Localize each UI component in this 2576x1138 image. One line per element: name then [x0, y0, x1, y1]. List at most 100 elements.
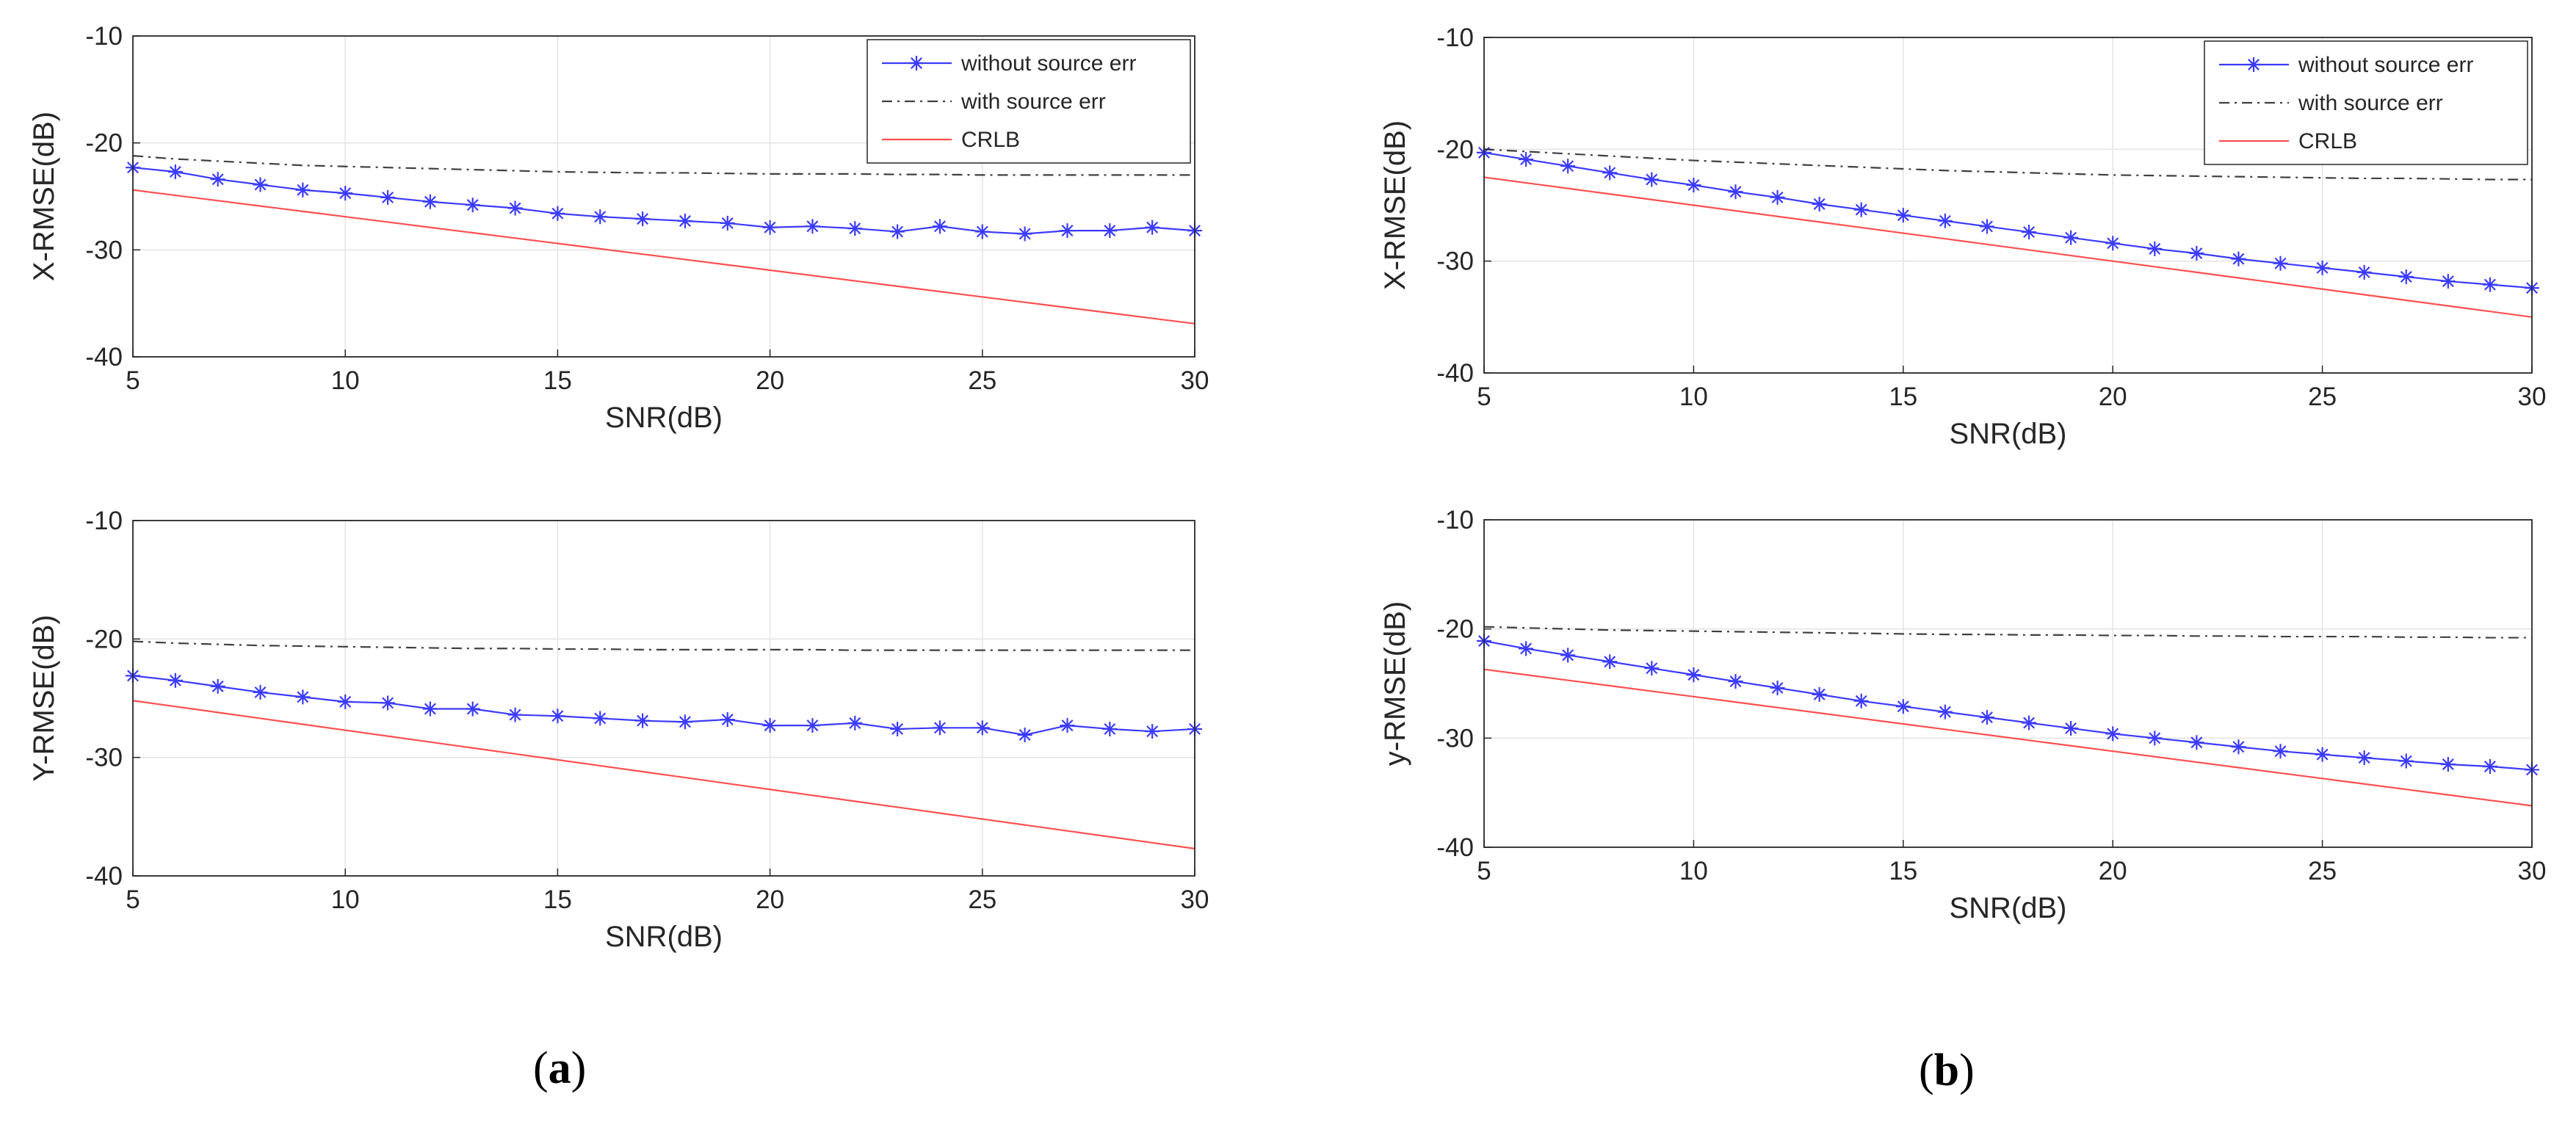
series-point: [2315, 260, 2330, 275]
series-point: [1686, 667, 1701, 683]
y-tick-label: -30: [1436, 724, 1474, 753]
series-line-with-source-err: [132, 155, 1195, 176]
series-line-with-source-err: [1483, 148, 2532, 181]
series-point: [1017, 226, 1032, 242]
x-tick-label: 5: [1477, 383, 1491, 411]
y-tick-label: -20: [85, 129, 123, 158]
series-point: [422, 194, 438, 209]
series-point: [1560, 648, 1576, 663]
series-point: [2147, 241, 2163, 256]
x-axis-label: SNR(dB): [605, 921, 723, 953]
series-point: [1812, 686, 1827, 702]
series-point: [1812, 196, 1827, 211]
y-axis-label: y-RMSE(dB): [1379, 601, 1411, 766]
series-point: [1644, 172, 1660, 187]
series-point: [422, 701, 438, 717]
series-point: [1728, 184, 1743, 200]
series-point: [2063, 230, 2079, 245]
x-tick-label: 5: [1477, 857, 1491, 885]
series-point: [210, 172, 225, 187]
series-point: [253, 684, 268, 700]
series-point: [1979, 710, 1994, 725]
x-tick-label: 20: [756, 885, 784, 914]
series-line-crlb: [1483, 176, 2533, 318]
series-point: [1145, 724, 1160, 739]
x-tick-label: 10: [1679, 383, 1708, 411]
caption-b-letter: b: [1933, 1045, 1960, 1095]
x-tick-label: 25: [968, 366, 996, 395]
x-tick-label: 25: [2308, 857, 2337, 885]
series-point: [2398, 753, 2414, 769]
series-point: [1937, 213, 1953, 228]
series-point: [1560, 159, 1576, 174]
x-axis-label: SNR(dB): [605, 402, 723, 434]
x-tick-label: 10: [331, 366, 360, 395]
series-point: [1895, 699, 1911, 714]
series-point: [2231, 739, 2246, 755]
axes-frame: [132, 520, 1195, 877]
caption-a-letter: a: [548, 1043, 571, 1093]
chart-b-bottom: 5 10 15 20 25 30 -40 -30 -20 -10 SNR(dB) y-RMSE(dB): [1379, 506, 2546, 924]
legend-label: with source err: [2298, 91, 2443, 115]
series-point: [635, 713, 651, 728]
y-tick-label: -20: [1436, 135, 1474, 164]
legend-label: CRLB: [2298, 129, 2357, 153]
series-point: [2189, 735, 2204, 750]
legend-label: without source err: [960, 51, 1136, 76]
series-point: [2482, 758, 2497, 774]
series-point: [295, 182, 311, 197]
series-point: [1853, 693, 1869, 708]
series-point: [507, 707, 523, 722]
series-point: [465, 701, 480, 717]
series-point: [1060, 223, 1075, 239]
x-tick-label: 20: [2099, 857, 2127, 885]
x-tick-label: 15: [1889, 857, 1917, 885]
plot-area: [133, 521, 1195, 876]
series-point: [762, 220, 778, 235]
series-point: [1602, 165, 1618, 181]
x-axis-label: SNR(dB): [1949, 892, 2066, 924]
x-tick-label: 15: [543, 885, 572, 914]
series-point: [974, 720, 990, 736]
series-point: [2273, 744, 2288, 759]
x-tick-label: 20: [756, 366, 784, 395]
x-tick-label: 25: [2308, 383, 2337, 411]
axes-frame: [132, 35, 1195, 358]
series-point: [2356, 750, 2372, 766]
x-tick-label: 30: [1181, 366, 1209, 395]
series-point: [507, 200, 523, 216]
series-point: [805, 718, 820, 733]
y-tick-label: -10: [1436, 23, 1474, 52]
plot-area: [1484, 520, 2532, 847]
series-point: [1979, 219, 1994, 234]
series-point: [932, 720, 947, 736]
series-point: [2105, 236, 2121, 251]
series-point: [1060, 718, 1075, 733]
y-tick-label: -20: [85, 625, 123, 653]
y-tick-label: -30: [85, 236, 123, 264]
y-tick-label: -10: [1436, 506, 1474, 534]
series-point: [1519, 641, 1534, 656]
series-point: [593, 711, 608, 726]
series-point: [380, 695, 396, 711]
series-point: [167, 673, 183, 688]
x-tick-label: 15: [1889, 383, 1917, 411]
series-point: [2189, 246, 2204, 261]
series-point: [338, 186, 353, 201]
series-point: [890, 224, 905, 239]
series-point: [593, 209, 608, 225]
x-tick-label: 15: [543, 366, 572, 395]
series-point: [338, 694, 353, 709]
caption-b: (b): [1919, 1045, 1975, 1095]
series-point: [847, 715, 863, 731]
series-point: [2105, 726, 2121, 742]
series-line-with-source-err: [132, 640, 1195, 651]
chart-a-bottom: 5 10 15 20 25 30 -40 -30 -20 -10 SNR(dB) Y-RMSE(dB): [28, 507, 1209, 953]
x-tick-label: 30: [2518, 857, 2547, 885]
series-point: [974, 224, 990, 239]
legend-marker: [909, 56, 924, 70]
legend: without source err with source err CRLB: [866, 39, 1191, 164]
series-point: [2022, 715, 2037, 731]
series-line-crlb: [132, 189, 1195, 325]
